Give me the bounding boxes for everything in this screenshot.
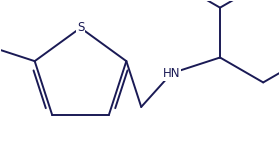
Text: S: S (77, 21, 84, 34)
Text: HN: HN (163, 67, 180, 80)
